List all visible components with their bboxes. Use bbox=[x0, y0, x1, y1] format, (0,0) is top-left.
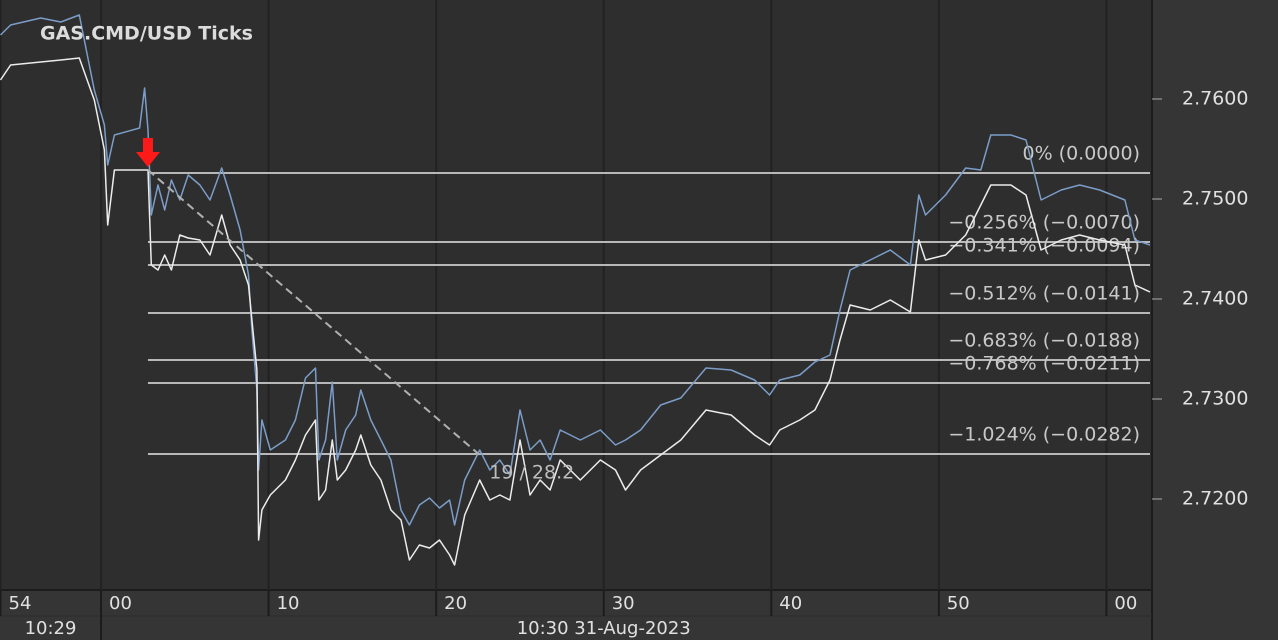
level-label: −0.341% (−0.0094) bbox=[948, 235, 1140, 257]
price-line bbox=[0, 57, 1151, 566]
x-tick-label: 30 bbox=[612, 593, 635, 614]
date-label: 10:29 bbox=[25, 618, 77, 639]
level-label: −0.683% (−0.0188) bbox=[948, 330, 1140, 352]
chart-title: GAS.CMD/USD Ticks bbox=[40, 23, 253, 45]
y-tick-label: 2.7400 bbox=[1182, 288, 1248, 310]
x-tick-label: 10 bbox=[277, 593, 300, 614]
level-label: 0% (0.0000) bbox=[1023, 143, 1141, 165]
x-tick-label: 50 bbox=[947, 593, 970, 614]
y-tick-label: 2.7500 bbox=[1182, 188, 1248, 210]
y-axis-panel bbox=[1152, 0, 1278, 640]
x-tick-label: 40 bbox=[779, 593, 802, 614]
y-tick-label: 2.7200 bbox=[1182, 488, 1248, 510]
price-line bbox=[0, 14, 1151, 526]
x-tick-label: 54 bbox=[9, 593, 32, 614]
date-label: 10:30 31-Aug-2023 bbox=[517, 618, 691, 639]
trendline bbox=[147, 169, 481, 456]
plot-background bbox=[0, 0, 1152, 590]
level-label: −1.024% (−0.0282) bbox=[948, 424, 1140, 446]
level-label: −0.768% (−0.0211) bbox=[948, 353, 1140, 375]
x-tick-label: 20 bbox=[444, 593, 467, 614]
y-tick-label: 2.7600 bbox=[1182, 88, 1248, 110]
entry-arrow bbox=[135, 138, 160, 167]
level-label: −0.256% (−0.0070) bbox=[948, 212, 1140, 234]
level-label: −0.512% (−0.0141) bbox=[948, 283, 1140, 305]
y-tick-label: 2.7300 bbox=[1182, 388, 1248, 410]
trendline-label: 19 / 28.2 bbox=[489, 462, 574, 484]
x-tick-label: 00 bbox=[109, 593, 132, 614]
x-axis-panel bbox=[0, 590, 1152, 640]
x-tick-label: 00 bbox=[1114, 593, 1137, 614]
